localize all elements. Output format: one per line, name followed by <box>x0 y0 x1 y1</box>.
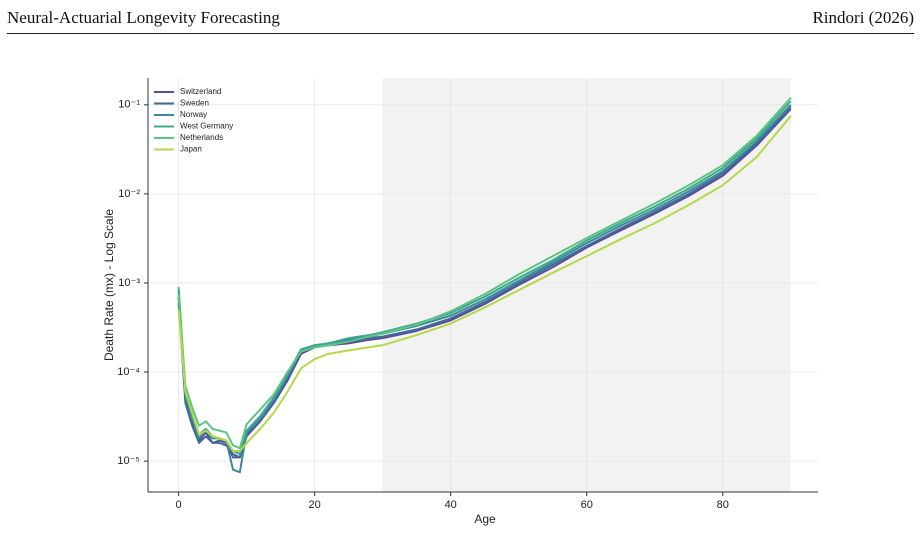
y-axis-label: Death Rate (mx) - Log Scale <box>102 209 116 361</box>
series-line <box>177 97 792 450</box>
legend-label: Japan <box>180 145 202 154</box>
running-title: Neural-Actuarial Longevity Forecasting <box>7 8 280 27</box>
legend-label: West Germany <box>180 122 233 131</box>
x-tick-label: 40 <box>445 499 457 511</box>
y-tick-label: 10⁻¹ <box>118 99 140 111</box>
x-tick-label: 20 <box>309 499 321 511</box>
x-tick-label: 60 <box>581 499 593 511</box>
running-author: Rindori (2026) <box>812 8 914 27</box>
x-axis-label: Age <box>474 512 496 526</box>
x-tick-label: 80 <box>717 499 729 511</box>
legend-label: Netherlands <box>180 133 223 142</box>
y-tick-label: 10⁻² <box>118 188 140 200</box>
legend-label: Switzerland <box>180 87 221 96</box>
y-tick-label: 10⁻⁴ <box>117 366 140 378</box>
legend-label: Sweden <box>180 99 209 108</box>
y-tick-label: 10⁻³ <box>118 277 140 289</box>
x-tick-label: 0 <box>176 499 182 511</box>
header-rule <box>7 33 914 34</box>
legend-label: Norway <box>180 110 207 119</box>
series-line <box>177 115 792 452</box>
y-tick-label: 10⁻⁵ <box>117 455 140 467</box>
